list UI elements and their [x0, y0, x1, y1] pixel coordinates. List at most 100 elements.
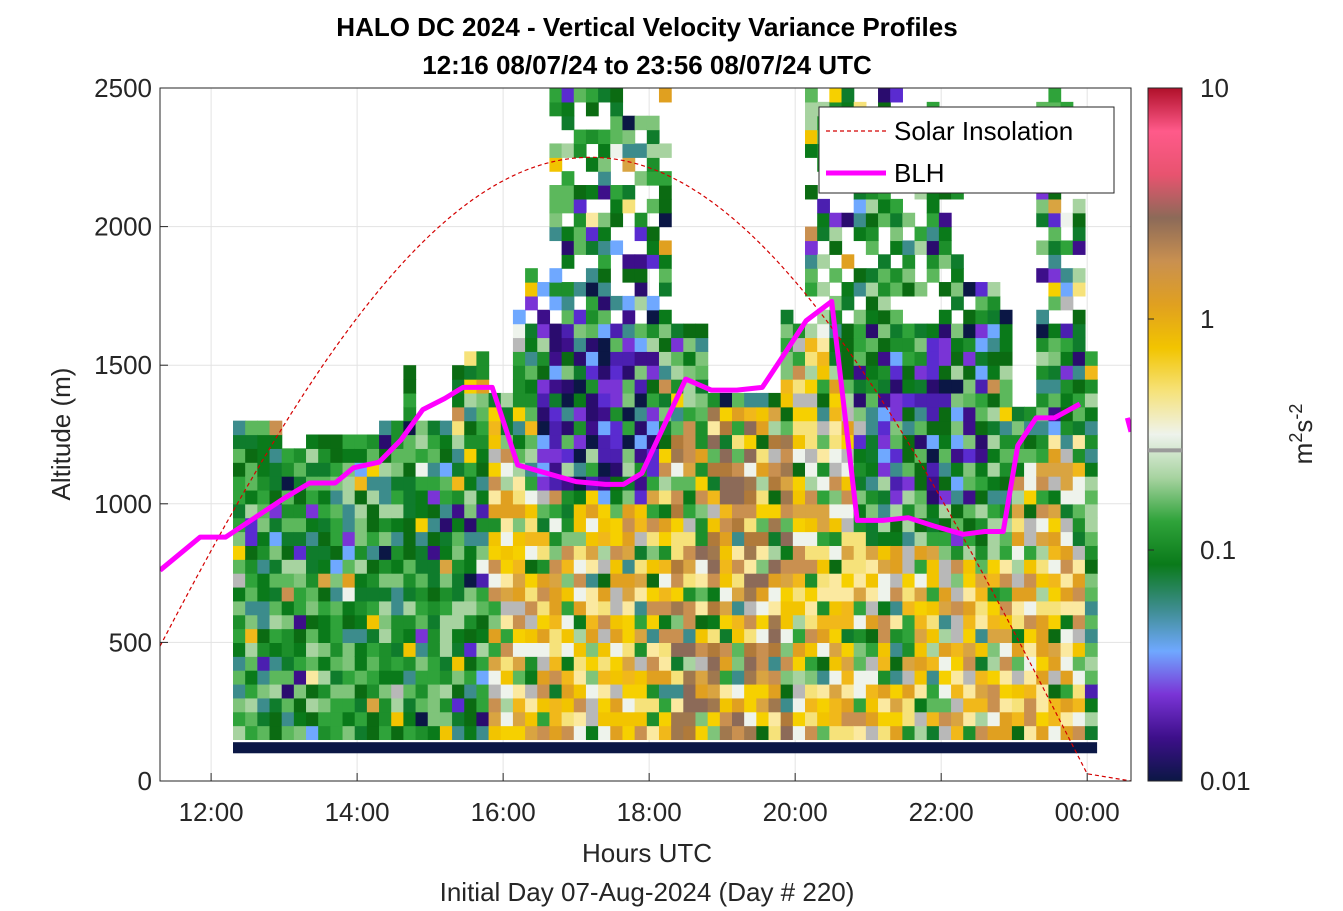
- heatmap-cell: [865, 420, 879, 436]
- heatmap-cell: [500, 725, 514, 741]
- heatmap-cell: [634, 392, 648, 408]
- heatmap-cell: [878, 656, 891, 671]
- heatmap-cell: [525, 642, 538, 657]
- heatmap-cell: [780, 517, 794, 533]
- heatmap-cell: [926, 268, 940, 283]
- heatmap-cell: [561, 573, 575, 588]
- heatmap-cell: [853, 586, 867, 602]
- heatmap-cell: [829, 725, 843, 741]
- heatmap-cell: [951, 489, 964, 505]
- heatmap-cell: [622, 462, 636, 477]
- heatmap-cell: [768, 656, 782, 671]
- heatmap-cell: [342, 642, 356, 657]
- heatmap-cell: [683, 351, 697, 366]
- heatmap-cell: [427, 642, 441, 657]
- heatmap-cell: [622, 295, 636, 311]
- heatmap-cell: [573, 462, 587, 477]
- heatmap-cell: [805, 711, 818, 727]
- heatmap-cell: [658, 628, 672, 643]
- heatmap-cell: [683, 600, 697, 616]
- heatmap-cell: [1084, 711, 1098, 727]
- heatmap-cell: [890, 642, 903, 657]
- heatmap-cell: [525, 697, 538, 713]
- heatmap-cell: [817, 351, 830, 366]
- heatmap-cell: [658, 268, 672, 283]
- heatmap-cell: [391, 420, 404, 436]
- heatmap-cell: [853, 614, 867, 630]
- heatmap-cell: [780, 697, 794, 713]
- heatmap-cell: [963, 683, 976, 699]
- heatmap-cell: [293, 531, 307, 546]
- heatmap-cell: [1048, 240, 1062, 255]
- heatmap-cell: [902, 254, 916, 269]
- heatmap-cell: [306, 489, 319, 505]
- heatmap-cell: [805, 531, 818, 546]
- heatmap-cell: [756, 559, 770, 574]
- heatmap-cell: [622, 143, 636, 158]
- heatmap-cell: [744, 628, 757, 643]
- heatmap-cell: [780, 711, 794, 727]
- heatmap-cell: [1084, 379, 1098, 394]
- heatmap-cell: [391, 656, 404, 671]
- heatmap-cell: [245, 434, 258, 449]
- heatmap-cell: [890, 628, 903, 643]
- heatmap-cell: [658, 642, 672, 657]
- heatmap-cell: [914, 656, 928, 671]
- heatmap-cell: [926, 642, 940, 657]
- heatmap-cell: [427, 725, 441, 741]
- heatmap-cell: [1072, 226, 1086, 242]
- heatmap-cell: [792, 545, 806, 560]
- heatmap-cell: [525, 406, 538, 422]
- heatmap-cell: [865, 697, 879, 713]
- heatmap-cell: [695, 670, 709, 685]
- heatmap-cell: [354, 573, 368, 588]
- heatmap-cell: [658, 559, 672, 574]
- heatmap-cell: [306, 656, 319, 671]
- heatmap-cell: [756, 600, 770, 616]
- heatmap-cell: [865, 323, 879, 339]
- heatmap-cell: [257, 434, 271, 449]
- heatmap-cell: [245, 448, 258, 463]
- heatmap-cell: [1036, 240, 1050, 255]
- heatmap-cell: [318, 725, 331, 741]
- heatmap-cell: [464, 711, 478, 727]
- heatmap-cell: [318, 711, 331, 727]
- heatmap-cell: [598, 268, 611, 283]
- heatmap-cell: [634, 697, 648, 713]
- heatmap-cell: [865, 600, 879, 616]
- heatmap-cell: [999, 406, 1013, 422]
- heatmap-cell: [805, 351, 818, 366]
- heatmap-cell: [731, 600, 745, 616]
- footer-label: Initial Day 07-Aug-2024 (Day # 220): [440, 877, 855, 907]
- heatmap-cell: [914, 337, 928, 352]
- heatmap-cell: [549, 198, 563, 214]
- heatmap-cell: [452, 697, 465, 713]
- heatmap-cell: [391, 628, 404, 643]
- heatmap-cell: [610, 185, 624, 200]
- heatmap-cell: [646, 697, 660, 713]
- heatmap-cell: [671, 420, 684, 436]
- heatmap-cell: [744, 392, 757, 408]
- heatmap-cell: [354, 448, 368, 463]
- heatmap-cell: [488, 628, 502, 643]
- heatmap-cell: [512, 379, 526, 394]
- heatmap-cell: [951, 434, 964, 449]
- heatmap-cell: [878, 323, 891, 339]
- heatmap-cell: [500, 489, 514, 505]
- heatmap-cell: [598, 711, 611, 727]
- heatmap-cell: [512, 365, 526, 380]
- heatmap-cell: [1072, 406, 1086, 422]
- heatmap-cell: [695, 448, 709, 463]
- heatmap-cell: [354, 489, 368, 505]
- heatmap-cell: [731, 545, 745, 560]
- heatmap-cell: [938, 697, 952, 713]
- heatmap-cell: [817, 614, 830, 630]
- heatmap-cell: [379, 559, 392, 574]
- heatmap-cell: [938, 614, 952, 630]
- heatmap-cell: [756, 586, 770, 602]
- heatmap-cell: [549, 282, 563, 297]
- heatmap-cell: [658, 573, 672, 588]
- heatmap-cell: [951, 573, 964, 588]
- heatmap-cell: [622, 198, 636, 214]
